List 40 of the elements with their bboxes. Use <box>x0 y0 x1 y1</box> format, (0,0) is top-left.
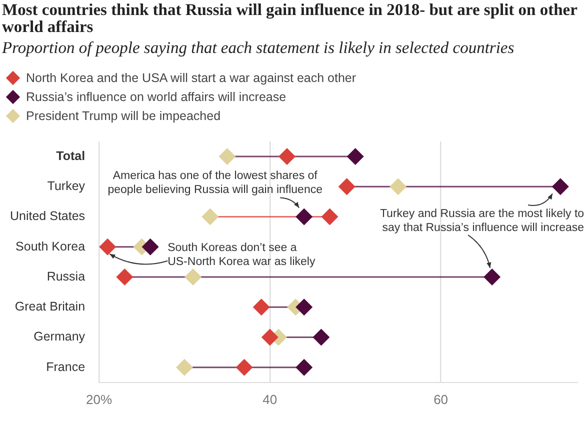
point <box>202 208 219 226</box>
chart-title: Most countries think that Russia will gain influence in 2018- but are split on other world affairs <box>2 0 578 36</box>
point <box>184 268 202 286</box>
point <box>236 358 253 376</box>
point <box>296 298 313 316</box>
x-tick-label: 40 <box>262 392 278 407</box>
point <box>142 238 159 256</box>
y-tick-label: France <box>46 360 86 374</box>
legend-label: President Trump will be impeached <box>26 108 221 122</box>
annotation: South Koreas don’t see a US-North Korea war as likely <box>168 242 316 268</box>
y-tick-label: Turkey <box>47 179 86 194</box>
point <box>390 178 407 196</box>
point <box>116 268 134 286</box>
point <box>346 148 364 166</box>
point <box>176 358 193 376</box>
y-tick-label: Total <box>56 149 86 164</box>
point <box>296 358 313 376</box>
y-tick-label: United States <box>10 209 86 224</box>
point <box>321 208 338 226</box>
y-tick-label: Germany <box>34 330 86 344</box>
point <box>552 178 569 196</box>
y-tick-label: Great Britain <box>14 300 86 314</box>
x-tick-label: 20% <box>86 392 112 407</box>
annotation: America has one of the lowest shares of people believing Russia will gain influence <box>108 170 322 196</box>
point <box>218 148 236 166</box>
x-tick-label: 60 <box>434 392 448 407</box>
point <box>278 148 296 166</box>
legend-label: North Korea and the USA will start a war against each other <box>26 70 356 84</box>
chart-subtitle: Proportion of people saying that each statement is likely in selected countries <box>2 38 516 57</box>
point <box>252 298 270 316</box>
annotation: Turkey and Russia are the most likely to say that Russia’s influence will increase <box>380 208 584 234</box>
point <box>99 238 116 256</box>
point <box>484 268 501 286</box>
y-tick-label: South Korea <box>16 239 86 254</box>
point <box>261 328 278 346</box>
point <box>296 208 313 226</box>
y-tick-label: Russia <box>46 269 86 284</box>
point <box>312 328 330 346</box>
legend-label: Russia’s influence on world affairs will increase <box>26 90 286 104</box>
point <box>338 178 356 196</box>
